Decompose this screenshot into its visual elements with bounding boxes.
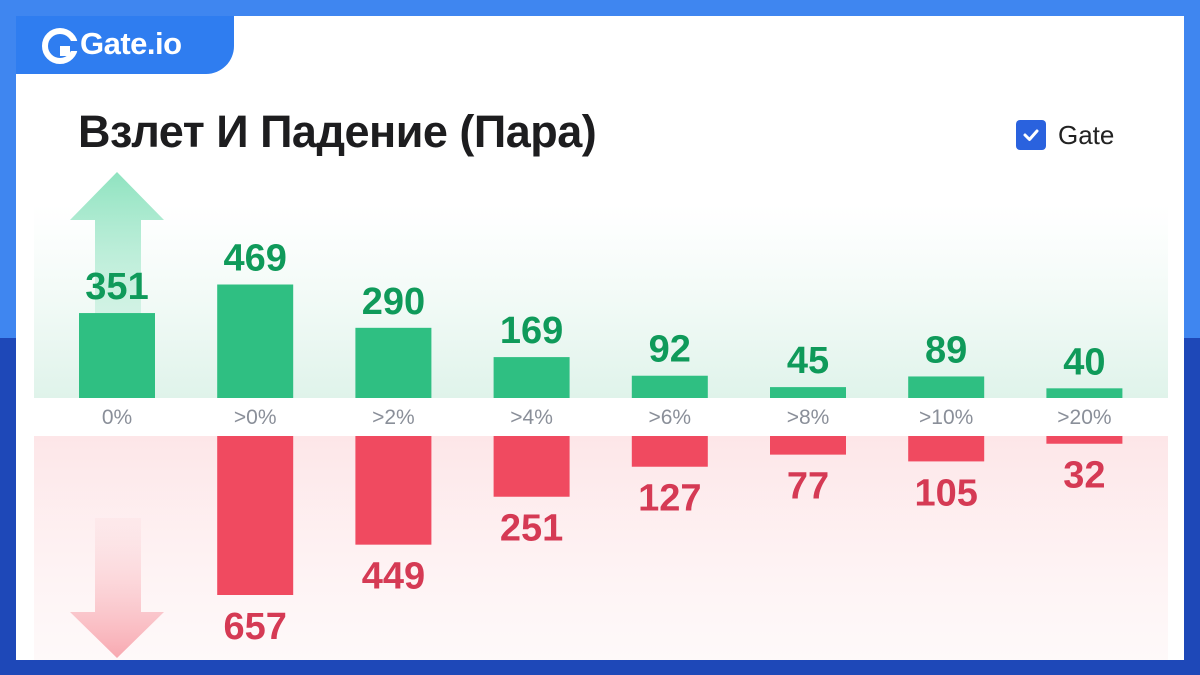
x-tick-label: >10% [919, 406, 973, 429]
legend-label: Gate [1058, 119, 1115, 150]
x-tick-label: >0% [234, 406, 277, 429]
rise-bar [631, 375, 708, 398]
rise-bar [770, 387, 846, 398]
x-tick-label: >4% [510, 406, 553, 429]
rise-bar [493, 357, 570, 398]
rise-band [34, 205, 1168, 398]
fall-data-label: 449 [362, 556, 425, 598]
fall-bar [908, 436, 985, 462]
x-tick-label: >6% [648, 406, 691, 429]
fall-data-label: 251 [500, 508, 563, 550]
rise-data-label: 469 [223, 238, 286, 280]
fall-bar [631, 436, 708, 467]
fall-data-label: 127 [638, 478, 701, 520]
brand-badge: Gate.io [16, 16, 234, 74]
rise-data-label: 351 [85, 266, 148, 308]
rise-bar [1046, 388, 1123, 398]
fall-band [34, 436, 1168, 660]
legend[interactable]: Gate [1016, 118, 1114, 152]
x-tick-label: >20% [1057, 406, 1111, 429]
x-tick-label: >8% [787, 406, 830, 429]
fall-bar [493, 436, 570, 497]
x-tick-label: 0% [102, 406, 132, 429]
rise-data-label: 40 [1063, 341, 1105, 383]
rise-data-label: 92 [649, 329, 691, 371]
fall-data-label: 77 [787, 466, 829, 508]
rise-data-label: 169 [500, 310, 563, 352]
checkmark-icon [1023, 129, 1039, 141]
x-tick-label: >2% [372, 406, 415, 429]
rise-bar [355, 327, 432, 398]
fall-bar [1046, 436, 1123, 444]
gate-logo-icon [42, 28, 78, 64]
down-arrow-icon [70, 518, 164, 658]
brand-name: Gate.io [80, 26, 182, 61]
fall-data-label: 32 [1063, 455, 1105, 497]
rise-data-label: 45 [787, 340, 829, 382]
legend-checkbox[interactable] [1016, 120, 1046, 150]
fall-data-label: 657 [223, 606, 286, 648]
fall-bar [770, 436, 846, 455]
rise-data-label: 89 [925, 329, 967, 371]
rise-bar [217, 284, 294, 398]
rise-bar [908, 376, 985, 398]
rise-bar [79, 313, 155, 398]
rise-data-label: 290 [362, 281, 425, 323]
fall-bar [355, 436, 432, 545]
fall-bar [217, 436, 294, 595]
fall-data-label: 105 [914, 472, 977, 514]
chart-title: Взлет И Падение (Пара) [78, 106, 597, 157]
